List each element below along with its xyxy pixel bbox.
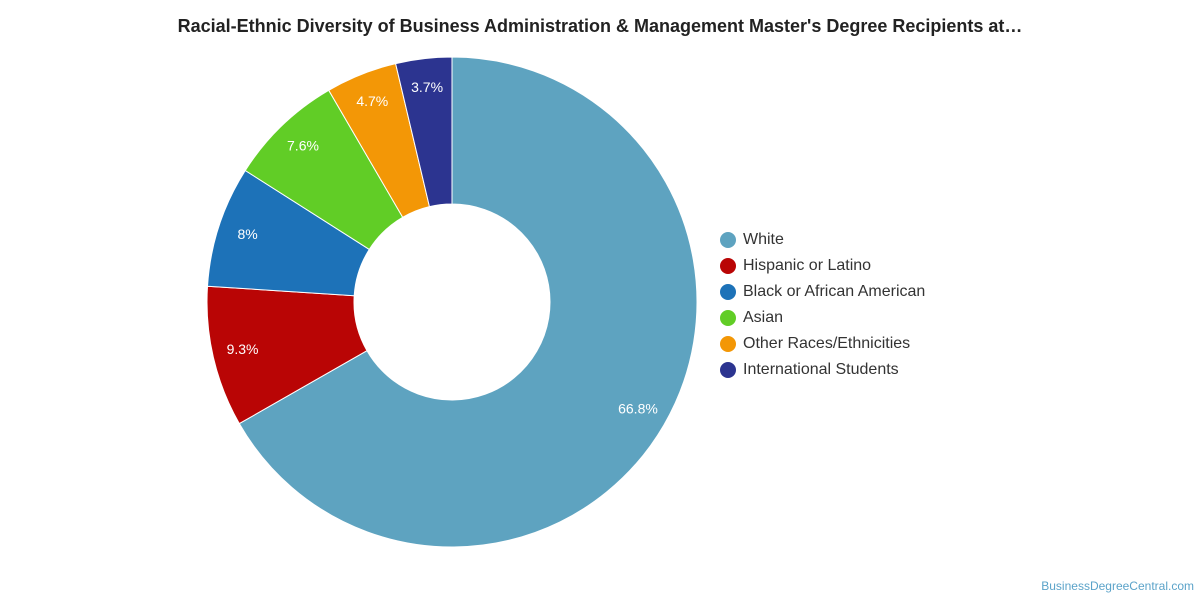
legend-item-asian[interactable]: Asian bbox=[720, 305, 925, 331]
legend-swatch bbox=[720, 362, 736, 378]
legend-label: International Students bbox=[743, 361, 899, 378]
slice-international-students[interactable] bbox=[395, 56, 453, 208]
legend-label: Other Races/Ethnicities bbox=[743, 335, 911, 352]
legend-item-hispanic-or-latino[interactable]: Hispanic or Latino bbox=[720, 253, 925, 279]
chart-title: Racial-Ethnic Diversity of Business Admi… bbox=[177, 16, 1023, 36]
data-label-white: 66.8% bbox=[618, 401, 658, 417]
legend-item-white[interactable]: White bbox=[720, 227, 925, 253]
data-label-other-races-ethnicities: 4.7% bbox=[356, 93, 388, 109]
legend-label: Black or African American bbox=[743, 283, 926, 300]
slice-white[interactable] bbox=[238, 56, 698, 548]
data-label-international-students: 3.7% bbox=[411, 79, 443, 95]
legend: White Hispanic or Latino Black or African … bbox=[720, 227, 925, 383]
legend-label: Asian bbox=[743, 309, 784, 326]
data-label-asian: 7.6% bbox=[287, 138, 319, 154]
data-labels-group: 66.8% 9.3% 8% 7.6% 4.7% 3.7% bbox=[227, 79, 658, 416]
legend-swatch bbox=[720, 310, 736, 326]
legend-label: White bbox=[743, 231, 784, 248]
data-label-hispanic-or-latino: 9.3% bbox=[227, 341, 259, 357]
legend-swatch bbox=[720, 258, 736, 274]
legend-swatch bbox=[720, 232, 736, 248]
legend-item-black-or-african-american[interactable]: Black or African American bbox=[720, 279, 925, 305]
legend-item-international-students[interactable]: International Students bbox=[720, 357, 925, 383]
legend-label: Hispanic or Latino bbox=[743, 257, 872, 274]
data-label-black-or-african-american: 8% bbox=[237, 226, 257, 242]
legend-swatch bbox=[720, 336, 736, 352]
legend-item-other-races-ethnicities[interactable]: Other Races/Ethnicities bbox=[720, 331, 925, 357]
legend-swatch bbox=[720, 284, 736, 300]
credit-link[interactable]: BusinessDegreeCentral.com bbox=[1041, 579, 1194, 593]
slices-group bbox=[206, 56, 698, 548]
